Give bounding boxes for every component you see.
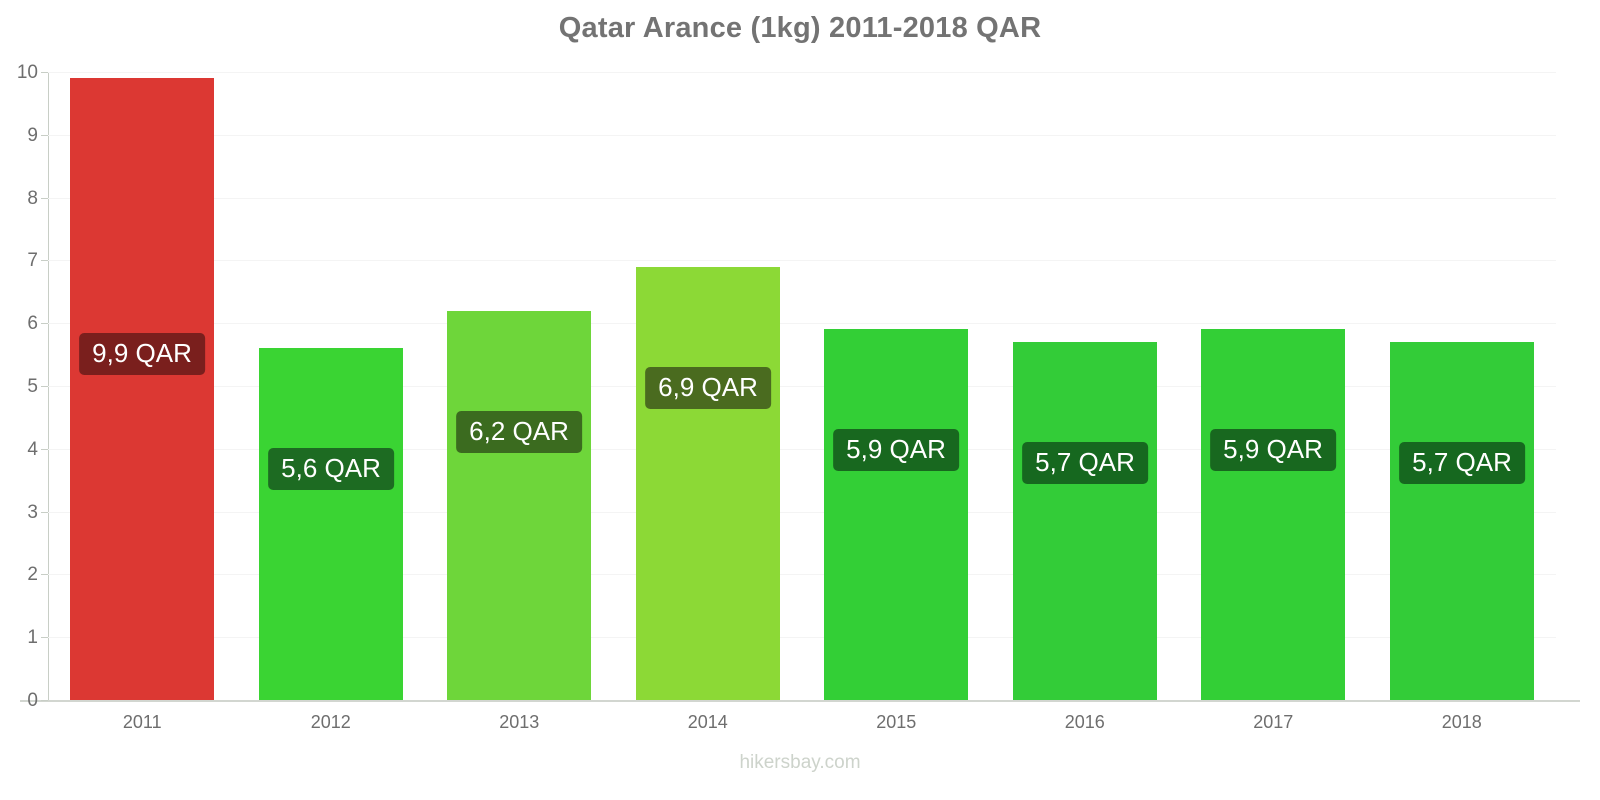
y-tick-label: 0 [27,690,38,711]
x-tick-label-2015: 2015 [876,712,917,732]
y-tick-mark [41,574,48,576]
gridline [48,134,1556,136]
y-tick-mark [41,386,48,387]
bar-2016[interactable]: 5,7 QAR [1013,342,1157,700]
bar-2014[interactable]: 6,9 QAR [636,266,780,700]
bar-2015[interactable]: 5,9 QAR [824,329,968,700]
x-tick-label-2013: 2013 [499,712,540,732]
bar-2011[interactable]: 9,9 QAR [70,78,214,700]
bar-value-label: 6,9 QAR [645,366,771,409]
bar-value-label: 5,9 QAR [1210,429,1336,472]
y-tick-label: 7 [27,250,38,272]
y-tick-mark [41,700,48,701]
bar-value-label: 6,2 QAR [456,410,582,453]
gridline [48,637,1556,639]
bar-value-label: 5,6 QAR [268,448,394,491]
gridline [48,386,1556,387]
footer-credit: hikersbay.com [739,752,861,773]
y-tick-label: 6 [27,313,38,335]
y-tick-mark [41,448,48,450]
y-tick-mark [41,637,48,639]
x-tick-label-2017: 2017 [1253,712,1294,732]
bar-value-label: 9,9 QAR [79,333,205,376]
bar-2013[interactable]: 6,2 QAR [447,310,591,700]
y-tick-mark [41,197,48,199]
gridline [48,260,1556,262]
y-tick-mark [41,511,48,513]
x-tick-label-2014: 2014 [687,712,728,732]
bar-2017[interactable]: 5,9 QAR [1201,329,1345,700]
bar-2018[interactable]: 5,7 QAR [1390,342,1534,700]
x-axis-line [20,700,1580,702]
y-tick-label: 4 [27,438,38,460]
x-tick-label-2012: 2012 [310,712,351,732]
chart-title: Qatar Arance (1kg) 2011-2018 QAR [558,12,1042,44]
x-tick-label-2011: 2011 [122,712,162,732]
bar-2012[interactable]: 5,6 QAR [259,348,403,700]
y-tick-mark [41,323,48,325]
gridline [48,511,1556,513]
gridline [48,72,1556,73]
y-tick-mark [41,72,48,73]
bar-value-label: 5,9 QAR [833,429,959,472]
y-tick-label: 8 [27,187,38,209]
y-tick-label: 10 [16,62,38,83]
bar-value-label: 5,7 QAR [1022,442,1148,485]
plot-area: 0 1 2 3 4 5 6 7 8 9 10 9,9 QAR 5,6 QAR 6,2 QAR 6,9 QA… [17,63,1556,710]
bar-value-label: 5,7 QAR [1399,442,1525,485]
y-tick-label: 1 [27,627,38,649]
gridline [48,197,1556,199]
gridline [48,448,1556,450]
x-tick-label-2016: 2016 [1064,712,1105,732]
gridline [48,323,1556,325]
y-tick-mark [41,134,48,136]
y-tick-label: 2 [27,564,38,586]
gridline [48,574,1556,576]
y-tick-mark [41,260,48,262]
y-tick-label: 9 [27,124,38,146]
y-tick-label: 5 [27,376,38,397]
x-tick-label-2018: 2018 [1441,712,1482,732]
y-tick-label: 3 [27,501,38,523]
